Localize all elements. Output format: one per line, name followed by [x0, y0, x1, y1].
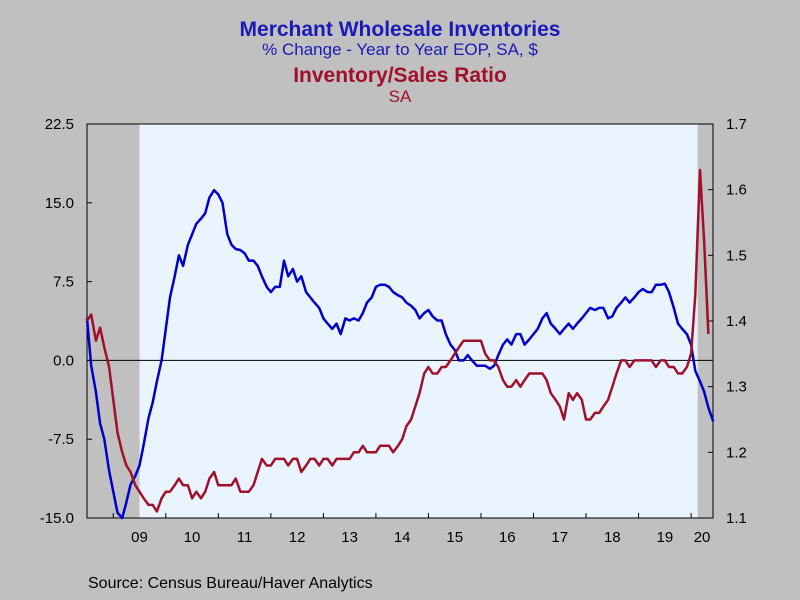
- right-axis-label: 1.2: [726, 444, 747, 461]
- x-tick-label: 20: [694, 529, 711, 546]
- x-tick-label: 19: [656, 529, 673, 546]
- x-tick-label: 09: [131, 529, 148, 546]
- left-axis-label: 7.5: [53, 274, 74, 291]
- right-axis-label: 1.3: [726, 379, 747, 396]
- right-axis-label: 1.6: [726, 182, 747, 199]
- inventories-yoy-line: [85, 188, 715, 520]
- left-axis-label: 15.0: [45, 195, 74, 212]
- right-axis-label: 1.5: [726, 247, 747, 264]
- left-axis-label: -7.5: [48, 431, 74, 448]
- inventory-sales-ratio-line: [85, 168, 710, 513]
- recession-shading: [87, 124, 140, 518]
- x-tick-label: 18: [604, 529, 621, 546]
- right-axis-label: 1.1: [726, 510, 747, 527]
- left-axis-label: 22.5: [45, 116, 74, 133]
- chart-title-secondary: Inventory/Sales Ratio: [293, 64, 507, 87]
- x-tick-label: 12: [289, 529, 306, 546]
- left-axis-label: 0.0: [53, 352, 74, 369]
- right-axis-label: 1.4: [726, 313, 747, 330]
- x-tick-label: 16: [499, 529, 516, 546]
- x-tick-label: 15: [446, 529, 463, 546]
- x-tick-label: 14: [394, 529, 411, 546]
- plot-area: [87, 124, 713, 518]
- x-tick-label: 13: [341, 529, 358, 546]
- x-tick-label: 11: [237, 529, 253, 546]
- right-axis-label: 1.7: [726, 116, 747, 133]
- left-axis-label: -15.0: [40, 510, 74, 527]
- chart-subtitle: % Change - Year to Year EOP, SA, $: [262, 40, 538, 59]
- chart-subtitle-secondary: SA: [388, 87, 412, 106]
- source-note: Source: Census Bureau/Haver Analytics: [88, 575, 373, 592]
- chart-title: Merchant Wholesale Inventories: [239, 18, 561, 41]
- x-tick-label: 10: [184, 529, 201, 546]
- x-tick-label: 17: [551, 529, 568, 546]
- recession-shading: [697, 124, 713, 518]
